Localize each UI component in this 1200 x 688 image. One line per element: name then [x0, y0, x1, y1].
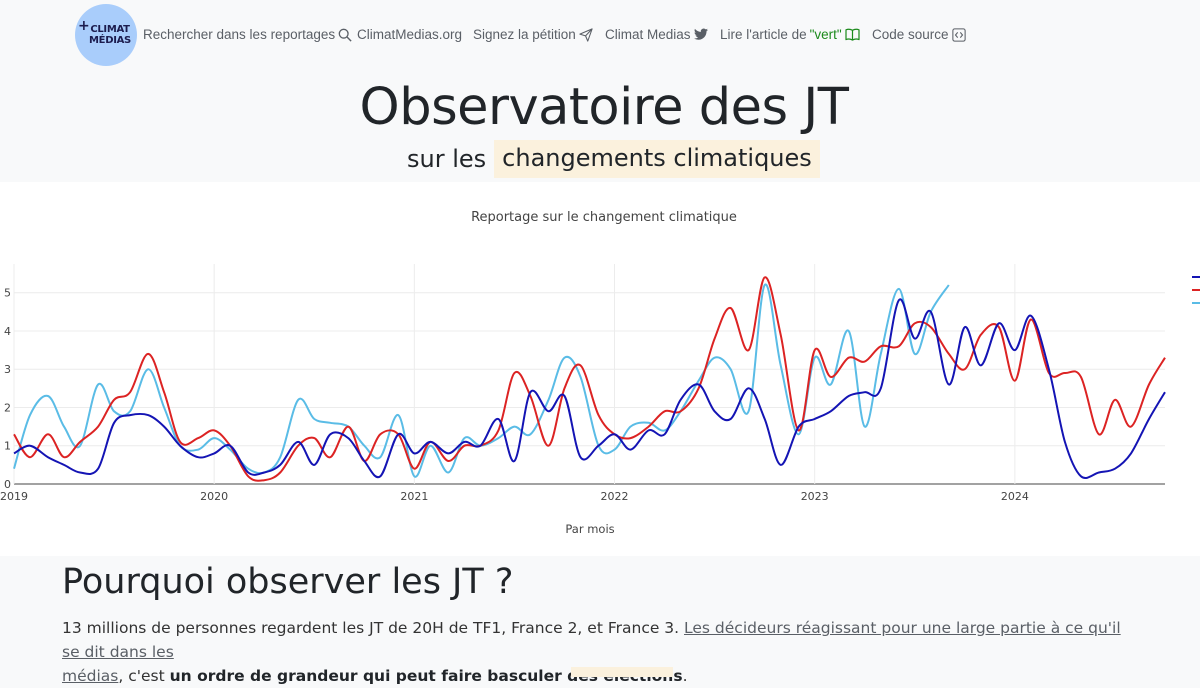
nav-article-prefix: Lire l'article de	[720, 27, 807, 42]
nav-twitter-link[interactable]: Climat Medias	[605, 27, 708, 42]
logo-line-2: MÉDIAS	[89, 35, 131, 46]
section-heading: Pourquoi observer les JT ?	[62, 562, 514, 602]
coverage-chart: Reportage sur le changement climatique 0…	[0, 182, 1200, 556]
nav-petition-link[interactable]: Signez la pétition	[473, 27, 593, 42]
page-subtitle: sur les changements climatiques	[407, 140, 820, 178]
nav-source-label: Code source	[872, 27, 949, 42]
nav-source-link[interactable]: Code source	[872, 27, 966, 42]
nav-twitter-label: Climat Medias	[605, 27, 691, 42]
chart-ticks: 0 1 2 3 4 5 2019 2020 2021 2022 2023 2024	[0, 287, 1029, 503]
decideurs-link-line1: Les décideurs réagissant pour une large …	[62, 619, 1121, 661]
y-tick-label: 2	[4, 401, 11, 414]
send-icon	[579, 27, 593, 42]
subtitle-prefix: sur les	[407, 145, 487, 173]
x-tick-label: 2019	[0, 490, 28, 503]
series-line-1	[13, 276, 1166, 482]
y-tick-label: 3	[4, 363, 11, 376]
nav-site-label: ClimatMedias.org	[357, 27, 463, 42]
logo-plus: +	[78, 18, 90, 34]
chart-legend	[1192, 276, 1200, 304]
y-tick-label: 5	[4, 287, 11, 300]
decideurs-link-line2: médias	[62, 667, 119, 685]
nav-search-label: Rechercher dans les reportages	[143, 27, 336, 42]
y-tick-label: 0	[4, 478, 11, 491]
series-line-0	[13, 298, 1166, 480]
chart-grid	[13, 264, 1165, 485]
x-tick-label: 2022	[601, 490, 629, 503]
code-icon	[951, 27, 966, 42]
chart-title: Reportage sur le changement climatique	[471, 210, 737, 225]
para-text-2: , c'est	[118, 667, 170, 685]
x-tick-label: 2023	[801, 490, 829, 503]
para-text-1: 13 millions de personnes regardent les J…	[62, 619, 685, 637]
nav-site-link[interactable]: ClimatMedias.org	[357, 27, 462, 42]
climat-medias-logo[interactable]: + CLIMAT MÉDIAS	[75, 4, 137, 66]
book-icon	[845, 28, 860, 41]
x-tick-label: 2020	[200, 490, 228, 503]
next-highlight	[571, 667, 673, 677]
y-tick-label: 1	[4, 440, 11, 453]
nav-article-link[interactable]: Lire l'article de "vert"	[720, 27, 860, 42]
logo-line-1: CLIMAT	[90, 24, 130, 35]
chart-lines	[13, 276, 1166, 482]
logo-text: CLIMAT MÉDIAS	[75, 24, 137, 46]
search-icon	[338, 28, 352, 42]
para-text-3: .	[682, 667, 688, 685]
chart-plot[interactable]: 0 1 2 3 4 5 2019 2020 2021 2022 2023 2024	[0, 182, 1200, 556]
twitter-icon	[693, 28, 708, 40]
page-title: Observatoire des JT	[359, 78, 849, 137]
nav-article-highlight: "vert"	[809, 27, 842, 42]
nav-petition-label: Signez la pétition	[473, 27, 576, 42]
top-nav: + CLIMAT MÉDIAS Rechercher dans les repo…	[0, 0, 1200, 72]
subtitle-highlight: changements climatiques	[494, 140, 820, 178]
chart-x-axis-label: Par mois	[565, 522, 615, 536]
y-tick-label: 4	[4, 325, 11, 338]
section-paragraph: 13 millions de personnes regardent les J…	[62, 616, 1142, 688]
x-tick-label: 2024	[1001, 490, 1029, 503]
x-tick-label: 2021	[400, 490, 428, 503]
nav-search-link[interactable]: Rechercher dans les reportages	[143, 27, 352, 42]
